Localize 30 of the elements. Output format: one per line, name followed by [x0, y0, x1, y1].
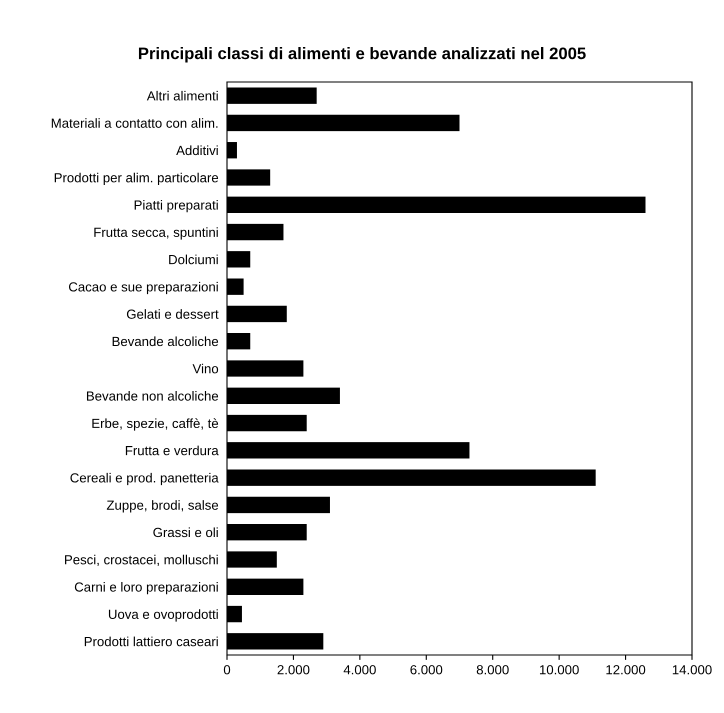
- y-tick-label: Cacao e sue preparazioni: [68, 282, 218, 294]
- y-tick-label: Gelati e dessert: [126, 309, 219, 319]
- y-tick-label: Dolciumi: [169, 254, 218, 264]
- y-tick-label: Pesci, crostacei, molluschi: [65, 554, 218, 566]
- x-tick-label: 2.000: [278, 665, 310, 674]
- x-tick-label: 8.000: [476, 665, 509, 674]
- x-tick-label: 12.000: [606, 665, 646, 674]
- x-tick-label: 14.000: [672, 665, 712, 674]
- y-tick-label: Altri alimenti: [146, 90, 218, 101]
- y-tick-label: Cereali e prod. panetteria: [70, 472, 219, 486]
- y-tick-label: Bevande non alcoliche: [86, 391, 218, 401]
- y-tick-label: Grassi e oli: [153, 527, 218, 538]
- y-tick-label: Zuppe, brodi, salse: [106, 500, 218, 512]
- y-tick-label: Bevande alcoliche: [112, 336, 218, 346]
- y-tick-label: Frutta e verdura: [126, 446, 219, 456]
- y-tick-label: Piatti preparati: [134, 200, 218, 212]
- y-tick-label: Carni e loro preparazioni: [74, 582, 218, 594]
- y-tick-label: Uova e ovoprodotti: [108, 609, 218, 622]
- y-tick-label: Materiali a contatto con alim.: [52, 118, 218, 128]
- y-tick-label: Prodotti per alim. particolare: [54, 172, 218, 186]
- x-tick-label: 4.000: [344, 665, 376, 674]
- y-tick-label: Erbe, spezie, caffè, tè: [92, 418, 218, 431]
- chart-title: Principali classi di alimenti e bevande analizzati nel 2005: [138, 47, 586, 63]
- x-tick-label: 10.000: [540, 665, 579, 674]
- y-tick-label: Prodotti lattiero caseari: [84, 636, 218, 646]
- x-tick-label: 0: [224, 665, 230, 674]
- y-tick-label: Vino: [192, 364, 218, 374]
- y-tick-label: Frutta secca, spuntini: [94, 227, 218, 240]
- y-tick-label: Additivi: [176, 145, 218, 156]
- x-tick-label: 6.000: [410, 665, 442, 674]
